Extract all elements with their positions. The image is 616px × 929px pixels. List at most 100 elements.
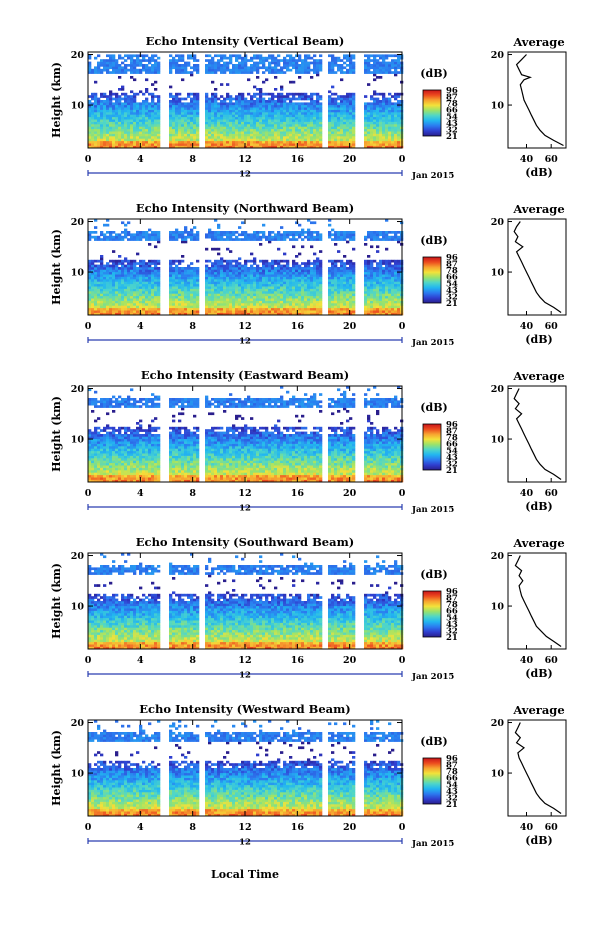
heatmap-cell [115, 235, 119, 239]
heatmap-cell [277, 276, 281, 280]
heatmap-cell [238, 112, 242, 115]
heatmap-cell [319, 267, 323, 270]
heatmap-cell [268, 143, 272, 146]
heatmap-cell [142, 288, 146, 292]
heatmap-cell [352, 291, 356, 294]
heatmap-cell [235, 279, 239, 282]
heatmap-cell [94, 288, 98, 292]
heatmap-cell [115, 281, 119, 285]
heatmap-cell [232, 133, 236, 137]
heatmap-cell [349, 126, 353, 130]
heatmap-cell [337, 269, 341, 273]
heatmap-cell [340, 78, 344, 82]
heatmap-cell [181, 288, 185, 292]
heatmap-cell [304, 262, 308, 265]
heatmap-cell [175, 143, 179, 146]
heatmap-cell [394, 54, 398, 58]
heatmap-cell [271, 107, 275, 110]
heatmap-cell [103, 145, 107, 149]
heatmap-cell [181, 238, 185, 241]
heatmap-cell [121, 271, 125, 275]
heatmap-cell [262, 109, 266, 113]
heatmap-cell [292, 271, 296, 275]
heatmap-cell [169, 286, 173, 289]
heatmap-cell [364, 128, 368, 132]
heatmap-cell [145, 235, 149, 239]
heatmap-cell [91, 283, 95, 287]
heatmap-cell [169, 131, 173, 134]
heatmap-cell [100, 95, 104, 98]
heatmap-cell [124, 140, 128, 144]
heatmap-cell [196, 259, 200, 263]
heatmap-cell [121, 109, 125, 113]
x-tick-label: 0 [399, 154, 406, 165]
heatmap-cell [118, 307, 122, 311]
heatmap-cell [208, 54, 212, 58]
heatmap-cell [148, 59, 152, 62]
heatmap-cell [262, 303, 266, 306]
heatmap-cell [181, 138, 185, 142]
heatmap-cell [319, 136, 323, 139]
heatmap-cell [304, 267, 308, 270]
heatmap-cell [130, 112, 134, 115]
heatmap-cell [169, 310, 173, 313]
heatmap-cell [115, 131, 119, 134]
heatmap-cell [91, 104, 95, 108]
heatmap-cell [103, 140, 107, 144]
heatmap-cell [238, 124, 242, 127]
heatmap-cell [181, 281, 185, 285]
heatmap-cell [100, 109, 104, 113]
heatmap-cell [133, 264, 137, 268]
heatmap-cell [301, 64, 305, 67]
heatmap-cell [364, 145, 368, 149]
heatmap-cell [271, 68, 275, 72]
heatmap-cell [145, 128, 149, 132]
heatmap-cell [271, 56, 275, 60]
heatmap-cell [211, 143, 215, 146]
heatmap-cell [91, 298, 95, 301]
heatmap-cell [97, 295, 101, 299]
heatmap-cell [382, 95, 386, 98]
heatmap-cell [148, 121, 152, 125]
heatmap-cell [394, 68, 398, 72]
heatmap-cell [235, 66, 239, 70]
heatmap-cell [250, 59, 254, 62]
heatmap-cell [151, 291, 155, 294]
heatmap-cell [178, 59, 182, 62]
heatmap-cell [244, 269, 248, 273]
heatmap-cell [196, 267, 200, 270]
heatmap-cell [280, 71, 284, 74]
heatmap-cell [238, 102, 242, 106]
heatmap-cell [172, 300, 176, 304]
heatmap-cell [130, 140, 134, 144]
heatmap-cell [289, 283, 293, 287]
heatmap-cell [310, 267, 314, 270]
heatmap-cell [142, 112, 146, 115]
heatmap-cell [118, 303, 122, 306]
heatmap-cell [187, 92, 191, 96]
heatmap-cell [352, 143, 356, 146]
heatmap-cell [385, 100, 389, 103]
heatmap-cell [364, 109, 368, 113]
heatmap-cell [133, 307, 137, 311]
heatmap-cell [208, 97, 212, 101]
heatmap-cell [220, 83, 224, 86]
heatmap-cell [349, 66, 353, 70]
heatmap-cell [367, 286, 371, 289]
heatmap-cell [331, 102, 335, 106]
heatmap-cell [157, 310, 161, 313]
heatmap-cell [121, 274, 125, 277]
heatmap-cell [319, 235, 323, 239]
heatmap-cell [223, 303, 227, 306]
heatmap-cell [343, 271, 347, 275]
heatmap-cell [349, 291, 353, 294]
heatmap-cell [373, 143, 377, 146]
heatmap-cell [211, 145, 215, 149]
heatmap-cell [220, 59, 224, 62]
heatmap-cell [136, 295, 140, 299]
heatmap-cell [382, 71, 386, 74]
heatmap-cell [298, 66, 302, 70]
heatmap-cell [232, 291, 236, 294]
heatmap-cell [250, 305, 254, 309]
heatmap-cell [274, 269, 278, 273]
